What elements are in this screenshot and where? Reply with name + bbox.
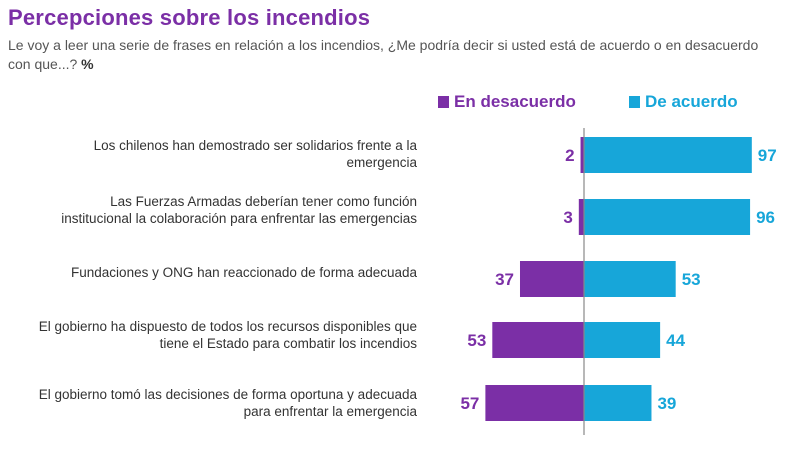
bar-agree-2 xyxy=(584,199,751,235)
subtitle-unit: % xyxy=(81,56,94,72)
value-label-disagree-5: 57 xyxy=(460,394,479,413)
value-label-agree-4: 44 xyxy=(666,331,685,350)
legend-item-disagree: En desacuerdo xyxy=(438,92,576,112)
bar-agree-5 xyxy=(584,385,652,421)
legend-label-agree: De acuerdo xyxy=(645,92,738,111)
chart-subtitle: Le voy a leer una serie de frases en rel… xyxy=(8,36,778,74)
value-label-agree-3: 53 xyxy=(682,270,701,289)
value-label-agree-1: 97 xyxy=(758,146,777,165)
value-label-disagree-1: 2 xyxy=(565,146,574,165)
bar-agree-3 xyxy=(584,261,676,297)
value-label-agree-5: 39 xyxy=(657,394,676,413)
value-label-disagree-3: 37 xyxy=(495,270,514,289)
subtitle-text: Le voy a leer una serie de frases en rel… xyxy=(8,37,759,72)
bar-disagree-3 xyxy=(519,261,584,297)
legend-item-agree: De acuerdo xyxy=(629,92,738,112)
value-label-disagree-2: 3 xyxy=(563,208,572,227)
bar-disagree-4 xyxy=(492,322,584,358)
bar-agree-1 xyxy=(584,137,752,173)
value-label-disagree-4: 53 xyxy=(467,331,486,350)
legend-label-disagree: En desacuerdo xyxy=(454,92,576,111)
legend-swatch-disagree xyxy=(438,96,449,108)
category-label-5: El gobierno tomó las decisiones de forma… xyxy=(38,387,417,419)
bar-disagree-1 xyxy=(580,137,584,173)
value-label-agree-2: 96 xyxy=(756,208,775,227)
category-label-2: Las Fuerzas Armadas deberían tener como … xyxy=(61,194,417,226)
bar-disagree-2 xyxy=(578,199,584,235)
bar-agree-4 xyxy=(584,322,661,358)
category-label-4: El gobierno ha dispuesto de todos los re… xyxy=(38,319,417,351)
category-label-3: Fundaciones y ONG han reaccionado de for… xyxy=(71,265,417,280)
legend-swatch-agree xyxy=(629,96,640,108)
category-label-1: Los chilenos han demostrado ser solidari… xyxy=(93,138,417,170)
bar-disagree-5 xyxy=(485,385,584,421)
chart-title: Percepciones sobre los incendios xyxy=(8,5,371,30)
